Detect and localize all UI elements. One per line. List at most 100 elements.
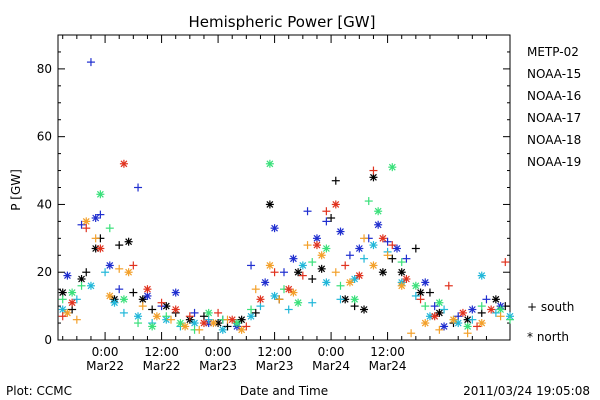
data-point-metp-02 [369, 173, 378, 182]
marker-legend-south: + south [527, 300, 574, 314]
data-point-noaa-19 [331, 200, 340, 209]
data-point-noaa-19 [228, 315, 237, 324]
data-point-noaa-18 [181, 322, 190, 331]
data-point-noaa-18 [477, 319, 486, 328]
data-point-metp-02 [115, 241, 124, 250]
plot-frame [57, 34, 511, 341]
data-point-noaa-18 [449, 315, 458, 324]
data-point-metp-02 [350, 302, 359, 311]
data-point-noaa-17 [506, 315, 514, 324]
data-point-noaa-17 [105, 224, 114, 233]
chart-title: Hemispheric Power [GW] [189, 13, 376, 31]
data-point-noaa-17 [148, 322, 157, 331]
data-point-noaa-18 [265, 261, 274, 270]
data-point-noaa-15 [190, 308, 199, 317]
data-point-noaa-19 [185, 312, 194, 321]
legend-item-noaa-19: NOAA-19 [527, 155, 581, 169]
data-point-noaa-19 [341, 261, 350, 270]
legend-item-noaa-18: NOAA-18 [527, 133, 581, 147]
data-point-noaa-16 [284, 305, 293, 314]
x-tick-time-label: 12:00 [144, 345, 179, 359]
data-point-noaa-17 [176, 319, 185, 328]
data-point-noaa-19 [388, 241, 397, 250]
footer-timestamp: 2011/03/24 19:05:08 [463, 384, 590, 398]
data-point-noaa-17 [477, 302, 486, 311]
x-tick-date-label: Mar24 [369, 359, 407, 373]
legend-item-noaa-17: NOAA-17 [527, 111, 581, 125]
x-tick-time-label: 0:00 [205, 345, 232, 359]
data-point-noaa-17 [162, 312, 171, 321]
data-point-noaa-19 [322, 207, 331, 216]
data-point-noaa-16 [270, 291, 279, 300]
y-tick-label: 0 [44, 333, 52, 347]
data-point-noaa-15 [96, 210, 105, 219]
x-tick-time-label: 0:00 [318, 345, 345, 359]
data-point-noaa-17 [463, 322, 472, 331]
data-point-metp-02 [124, 237, 133, 246]
data-point-noaa-19 [416, 295, 425, 304]
data-point-noaa-18 [105, 291, 114, 300]
data-point-noaa-15 [115, 285, 124, 294]
legend-item-noaa-15: NOAA-15 [527, 67, 581, 81]
data-point-noaa-18 [237, 325, 246, 334]
data-point-noaa-15 [86, 58, 95, 67]
data-point-noaa-16 [204, 315, 213, 324]
data-point-noaa-16 [101, 268, 110, 277]
data-point-noaa-19 [157, 298, 166, 307]
data-point-noaa-15 [134, 183, 143, 192]
data-point-noaa-17 [68, 288, 77, 297]
data-point-noaa-16 [336, 295, 345, 304]
data-point-noaa-15 [468, 305, 477, 314]
data-point-noaa-17 [265, 159, 274, 168]
footer-plot-credit: Plot: CCMC [6, 384, 72, 398]
data-point-metp-02 [463, 315, 472, 324]
data-point-metp-02 [425, 288, 434, 297]
data-point-metp-02 [294, 268, 303, 277]
legend: METP-02 NOAA-15 NOAA-16 NOAA-17 NOAA-18 NOAA-… [527, 45, 581, 169]
data-point-noaa-16 [350, 275, 359, 283]
data-point-noaa-16 [110, 298, 119, 307]
data-point-noaa-17 [421, 302, 430, 311]
data-point-noaa-16 [218, 325, 227, 334]
data-point-noaa-15 [63, 271, 72, 280]
data-point-noaa-19 [199, 319, 208, 328]
data-point-noaa-19 [430, 312, 439, 321]
data-point-noaa-15 [143, 291, 152, 300]
data-point-noaa-17 [58, 295, 67, 304]
legend-item-metp-02: METP-02 [527, 45, 579, 59]
data-point-metp-02 [308, 275, 317, 283]
data-point-noaa-16 [322, 278, 331, 287]
y-axis-label-group: P [GW] [9, 169, 23, 211]
x-tick-date-label: Mar23 [256, 359, 294, 373]
data-point-metp-02 [491, 295, 500, 304]
data-point-noaa-15 [345, 251, 354, 260]
data-point-noaa-16 [360, 254, 369, 263]
marker-legend: + south * north [527, 300, 574, 344]
y-axis-label: P [GW] [9, 169, 23, 211]
data-point-noaa-18 [331, 268, 340, 277]
data-point-noaa-16 [369, 241, 378, 250]
data-point-noaa-15 [440, 322, 449, 331]
data-point-noaa-19 [473, 322, 482, 331]
data-point-noaa-18 [124, 268, 133, 277]
data-point-metp-02 [199, 312, 208, 321]
data-point-noaa-15 [171, 288, 180, 297]
data-point-noaa-18 [397, 281, 406, 290]
x-tick-date-label: Mar22 [143, 359, 181, 373]
data-point-noaa-16 [247, 312, 256, 321]
data-point-noaa-16 [440, 305, 449, 314]
data-point-noaa-18 [407, 329, 416, 338]
data-point-noaa-18 [138, 302, 147, 311]
data-point-noaa-19 [143, 285, 152, 294]
data-point-noaa-17 [364, 197, 373, 206]
data-point-metp-02 [317, 264, 326, 273]
data-point-noaa-19 [242, 322, 251, 331]
data-point-metp-02 [82, 268, 91, 277]
data-point-noaa-17 [247, 305, 256, 314]
data-point-noaa-16 [308, 298, 317, 307]
data-point-metp-02 [477, 308, 486, 317]
data-point-metp-02 [129, 288, 138, 297]
data-point-noaa-19 [171, 305, 180, 314]
data-point-noaa-18 [360, 234, 369, 243]
data-point-noaa-15 [270, 224, 279, 233]
